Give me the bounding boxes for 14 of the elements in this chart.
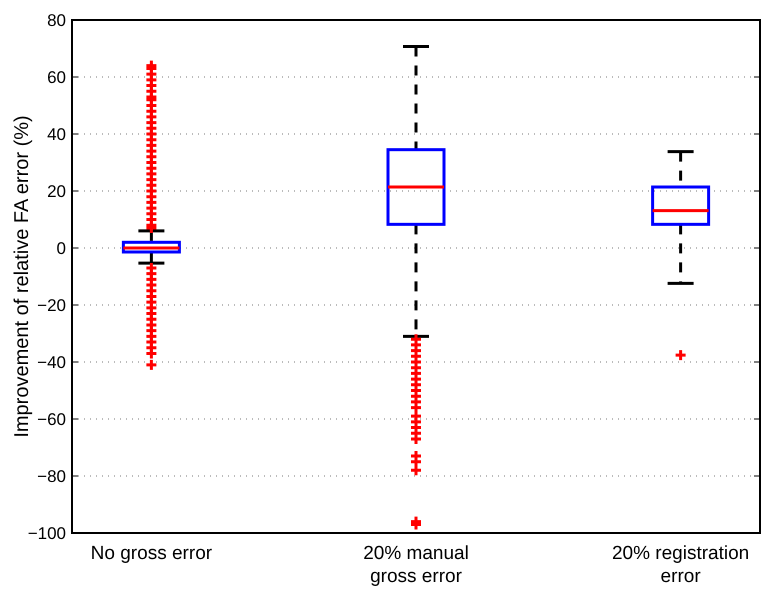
y-tick-label: 60 (47, 68, 66, 87)
y-tick-label: 40 (47, 124, 66, 144)
y-tick-label: −60 (37, 410, 66, 429)
y-tick-label: 0 (56, 238, 66, 258)
y-tick-label: 80 (47, 10, 66, 30)
y-tick-label: 20 (47, 182, 66, 201)
y-tick-label: −20 (37, 296, 66, 315)
x-tick-label: 20% manual gross error (363, 543, 469, 587)
y-tick-label: −80 (37, 466, 66, 486)
y-tick-label: −100 (28, 524, 66, 543)
x-tick-label: 20% registration error (612, 543, 750, 587)
x-tick-label: No gross error (90, 543, 213, 564)
y-tick-label: −40 (37, 352, 66, 372)
y-axis-title: Improvement of relative FA error (%) (11, 115, 33, 438)
